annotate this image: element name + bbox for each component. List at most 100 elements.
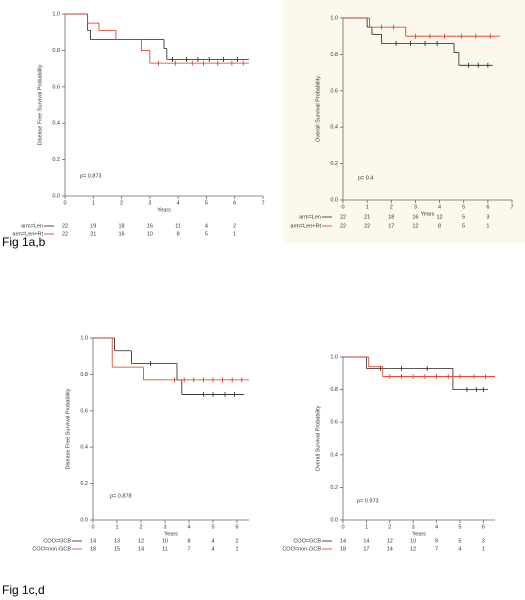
at-risk-count: 17 bbox=[363, 546, 369, 552]
caption: Fig 1a,b bbox=[2, 235, 46, 249]
y-tick-label: 1.0 bbox=[330, 15, 338, 21]
at-risk-count: 1 bbox=[235, 546, 238, 552]
x-tick-label: 4 bbox=[438, 204, 441, 210]
x-axis-label: Years bbox=[157, 207, 171, 213]
x-tick-label: 4 bbox=[177, 200, 180, 206]
legend-label: COO=non-GCB bbox=[32, 546, 71, 552]
at-risk-count: 12 bbox=[412, 223, 418, 229]
y-tick-label: 0.6 bbox=[330, 88, 338, 94]
at-risk-count: 8 bbox=[177, 231, 180, 237]
at-risk-count: 4 bbox=[205, 223, 208, 229]
x-tick-label: 1 bbox=[115, 524, 118, 530]
x-axis-label: Years bbox=[412, 531, 426, 537]
at-risk-count: 7 bbox=[435, 546, 438, 552]
x-tick-label: 6 bbox=[486, 204, 489, 210]
at-risk-count: 22 bbox=[364, 223, 370, 229]
at-risk-count: 4 bbox=[458, 546, 461, 552]
p-value: p= 0.973 bbox=[357, 498, 379, 504]
at-risk-count: 16 bbox=[147, 223, 153, 229]
at-risk-count: 5 bbox=[458, 538, 461, 544]
at-risk-count: 5 bbox=[462, 223, 465, 229]
at-risk-count: 8 bbox=[187, 538, 190, 544]
y-axis-label: Overall Survival Probability bbox=[315, 76, 321, 142]
at-risk-count: 22 bbox=[340, 223, 346, 229]
at-risk-count: 14 bbox=[90, 538, 96, 544]
x-tick-label: 1 bbox=[365, 524, 368, 530]
y-tick-label: 0.8 bbox=[330, 387, 338, 393]
at-risk-count: 9 bbox=[435, 538, 438, 544]
at-risk-count: 5 bbox=[205, 231, 208, 237]
y-tick-label: 0.8 bbox=[52, 48, 60, 54]
at-risk-count: 16 bbox=[412, 214, 418, 220]
x-tick-label: 6 bbox=[233, 200, 236, 206]
legend-label: COO=non-GCB bbox=[282, 546, 321, 552]
at-risk-count: 11 bbox=[162, 546, 168, 552]
y-tick-label: 1.0 bbox=[80, 335, 88, 341]
y-tick-label: 1.0 bbox=[52, 11, 60, 17]
panel-background bbox=[283, 0, 525, 243]
y-tick-label: 0.4 bbox=[52, 121, 60, 127]
at-risk-count: 4 bbox=[211, 546, 214, 552]
at-risk-count: 18 bbox=[119, 223, 125, 229]
y-tick-label: 0.4 bbox=[330, 125, 338, 131]
x-tick-label: 2 bbox=[120, 200, 123, 206]
y-tick-label: 0.6 bbox=[52, 84, 60, 90]
legend-label: COO=GCB bbox=[43, 538, 71, 544]
x-axis-label: Years bbox=[421, 211, 435, 217]
legend-label: arm=Len+Rt bbox=[12, 231, 43, 237]
x-tick-label: 0 bbox=[341, 524, 344, 530]
at-risk-count: 19 bbox=[90, 223, 96, 229]
at-risk-count: 2 bbox=[235, 538, 238, 544]
y-tick-label: 0.8 bbox=[330, 52, 338, 58]
p-value: p= 0.873 bbox=[80, 173, 102, 179]
at-risk-count: 22 bbox=[340, 214, 346, 220]
caption: Fig 1c,d bbox=[2, 583, 45, 597]
x-tick-label: 1 bbox=[366, 204, 369, 210]
at-risk-count: 1 bbox=[486, 223, 489, 229]
x-tick-label: 3 bbox=[148, 200, 151, 206]
at-risk-count: 12 bbox=[387, 538, 393, 544]
at-risk-count: 14 bbox=[387, 546, 393, 552]
x-tick-label: 4 bbox=[435, 524, 438, 530]
x-tick-label: 6 bbox=[235, 524, 238, 530]
at-risk-count: 14 bbox=[363, 538, 369, 544]
at-risk-count: 17 bbox=[388, 223, 394, 229]
x-tick-label: 3 bbox=[412, 524, 415, 530]
x-tick-label: 0 bbox=[341, 204, 344, 210]
at-risk-count: 5 bbox=[462, 214, 465, 220]
y-tick-label: 0.4 bbox=[80, 445, 88, 451]
legend-label: arm=Len+Rt bbox=[290, 223, 321, 229]
at-risk-count: 14 bbox=[138, 546, 144, 552]
at-risk-count: 10 bbox=[162, 538, 168, 544]
at-risk-count: 12 bbox=[138, 538, 144, 544]
x-axis-label: Years bbox=[164, 531, 178, 537]
at-risk-count: 22 bbox=[62, 223, 68, 229]
y-tick-label: 0.0 bbox=[330, 517, 338, 523]
x-tick-label: 7 bbox=[510, 204, 513, 210]
y-tick-label: 0.2 bbox=[52, 157, 60, 163]
y-tick-label: 0.2 bbox=[330, 485, 338, 491]
at-risk-count: 1 bbox=[233, 231, 236, 237]
at-risk-count: 2 bbox=[233, 223, 236, 229]
at-risk-count: 10 bbox=[410, 538, 416, 544]
y-tick-label: 0.4 bbox=[330, 452, 338, 458]
x-tick-label: 3 bbox=[163, 524, 166, 530]
x-tick-label: 3 bbox=[414, 204, 417, 210]
y-axis-label: Disease Free Survival Probability bbox=[65, 388, 71, 469]
at-risk-count: 21 bbox=[364, 214, 370, 220]
at-risk-count: 12 bbox=[437, 214, 443, 220]
x-tick-label: 5 bbox=[462, 204, 465, 210]
p-value: p= 0.878 bbox=[110, 493, 132, 499]
x-tick-label: 0 bbox=[91, 524, 94, 530]
at-risk-count: 12 bbox=[410, 546, 416, 552]
at-risk-count: 8 bbox=[438, 223, 441, 229]
y-tick-label: 0.2 bbox=[80, 481, 88, 487]
at-risk-count: 3 bbox=[486, 214, 489, 220]
y-tick-label: 0.8 bbox=[80, 372, 88, 378]
at-risk-count: 1 bbox=[482, 546, 485, 552]
at-risk-count: 11 bbox=[175, 223, 181, 229]
y-tick-label: 0.2 bbox=[330, 161, 338, 167]
at-risk-count: 3 bbox=[482, 538, 485, 544]
y-tick-label: 0.6 bbox=[330, 420, 338, 426]
